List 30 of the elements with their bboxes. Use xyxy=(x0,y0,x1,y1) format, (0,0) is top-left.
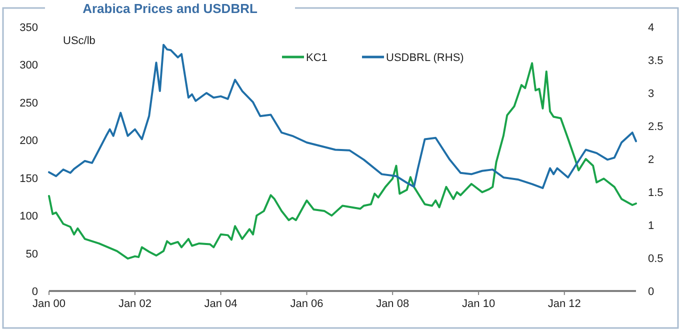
line-series xyxy=(48,62,637,260)
y-tick-label: 100 xyxy=(20,210,38,223)
x-tick-label: Jan 08 xyxy=(376,298,410,310)
y-tick-label: 0 xyxy=(32,286,38,298)
y-tick-label: 150 xyxy=(20,172,38,185)
y-tick-label: 200 xyxy=(20,135,38,148)
y2-tick-label: 3.5 xyxy=(648,55,664,67)
y2-tick-label: 3 xyxy=(648,88,654,100)
line-series xyxy=(48,44,637,190)
chart-title: Arabica Prices and USDBRL xyxy=(82,1,258,16)
y2-tick-label: 4 xyxy=(648,22,654,34)
x-tick-label: Jan 02 xyxy=(118,298,152,310)
legend-label: USDBRL (RHS) xyxy=(386,52,464,64)
y2-tick-label: 1.5 xyxy=(648,187,664,199)
y2-tick-label: 2.5 xyxy=(648,121,664,133)
x-tick-label: Jan 06 xyxy=(290,298,324,310)
y2-tick-label: 1 xyxy=(648,220,654,232)
y2-tick-label: 2 xyxy=(648,154,654,166)
y-tick-label: 50 xyxy=(26,248,38,260)
y-tick-label: 350 xyxy=(20,22,38,34)
x-tick-label: Jan 10 xyxy=(462,298,496,310)
legend-label: KC1 xyxy=(306,52,328,64)
y2-tick-label: 0.5 xyxy=(648,253,664,265)
y-axis-title: USc/lb xyxy=(63,35,96,47)
x-tick-label: Jan 00 xyxy=(32,298,66,310)
y2-tick-label: 0 xyxy=(648,286,654,298)
x-tick-label: Jan 12 xyxy=(548,298,581,310)
y-tick-label: 250 xyxy=(20,97,38,110)
y-tick-label: 300 xyxy=(20,60,38,72)
x-tick-label: Jan 04 xyxy=(204,298,238,310)
